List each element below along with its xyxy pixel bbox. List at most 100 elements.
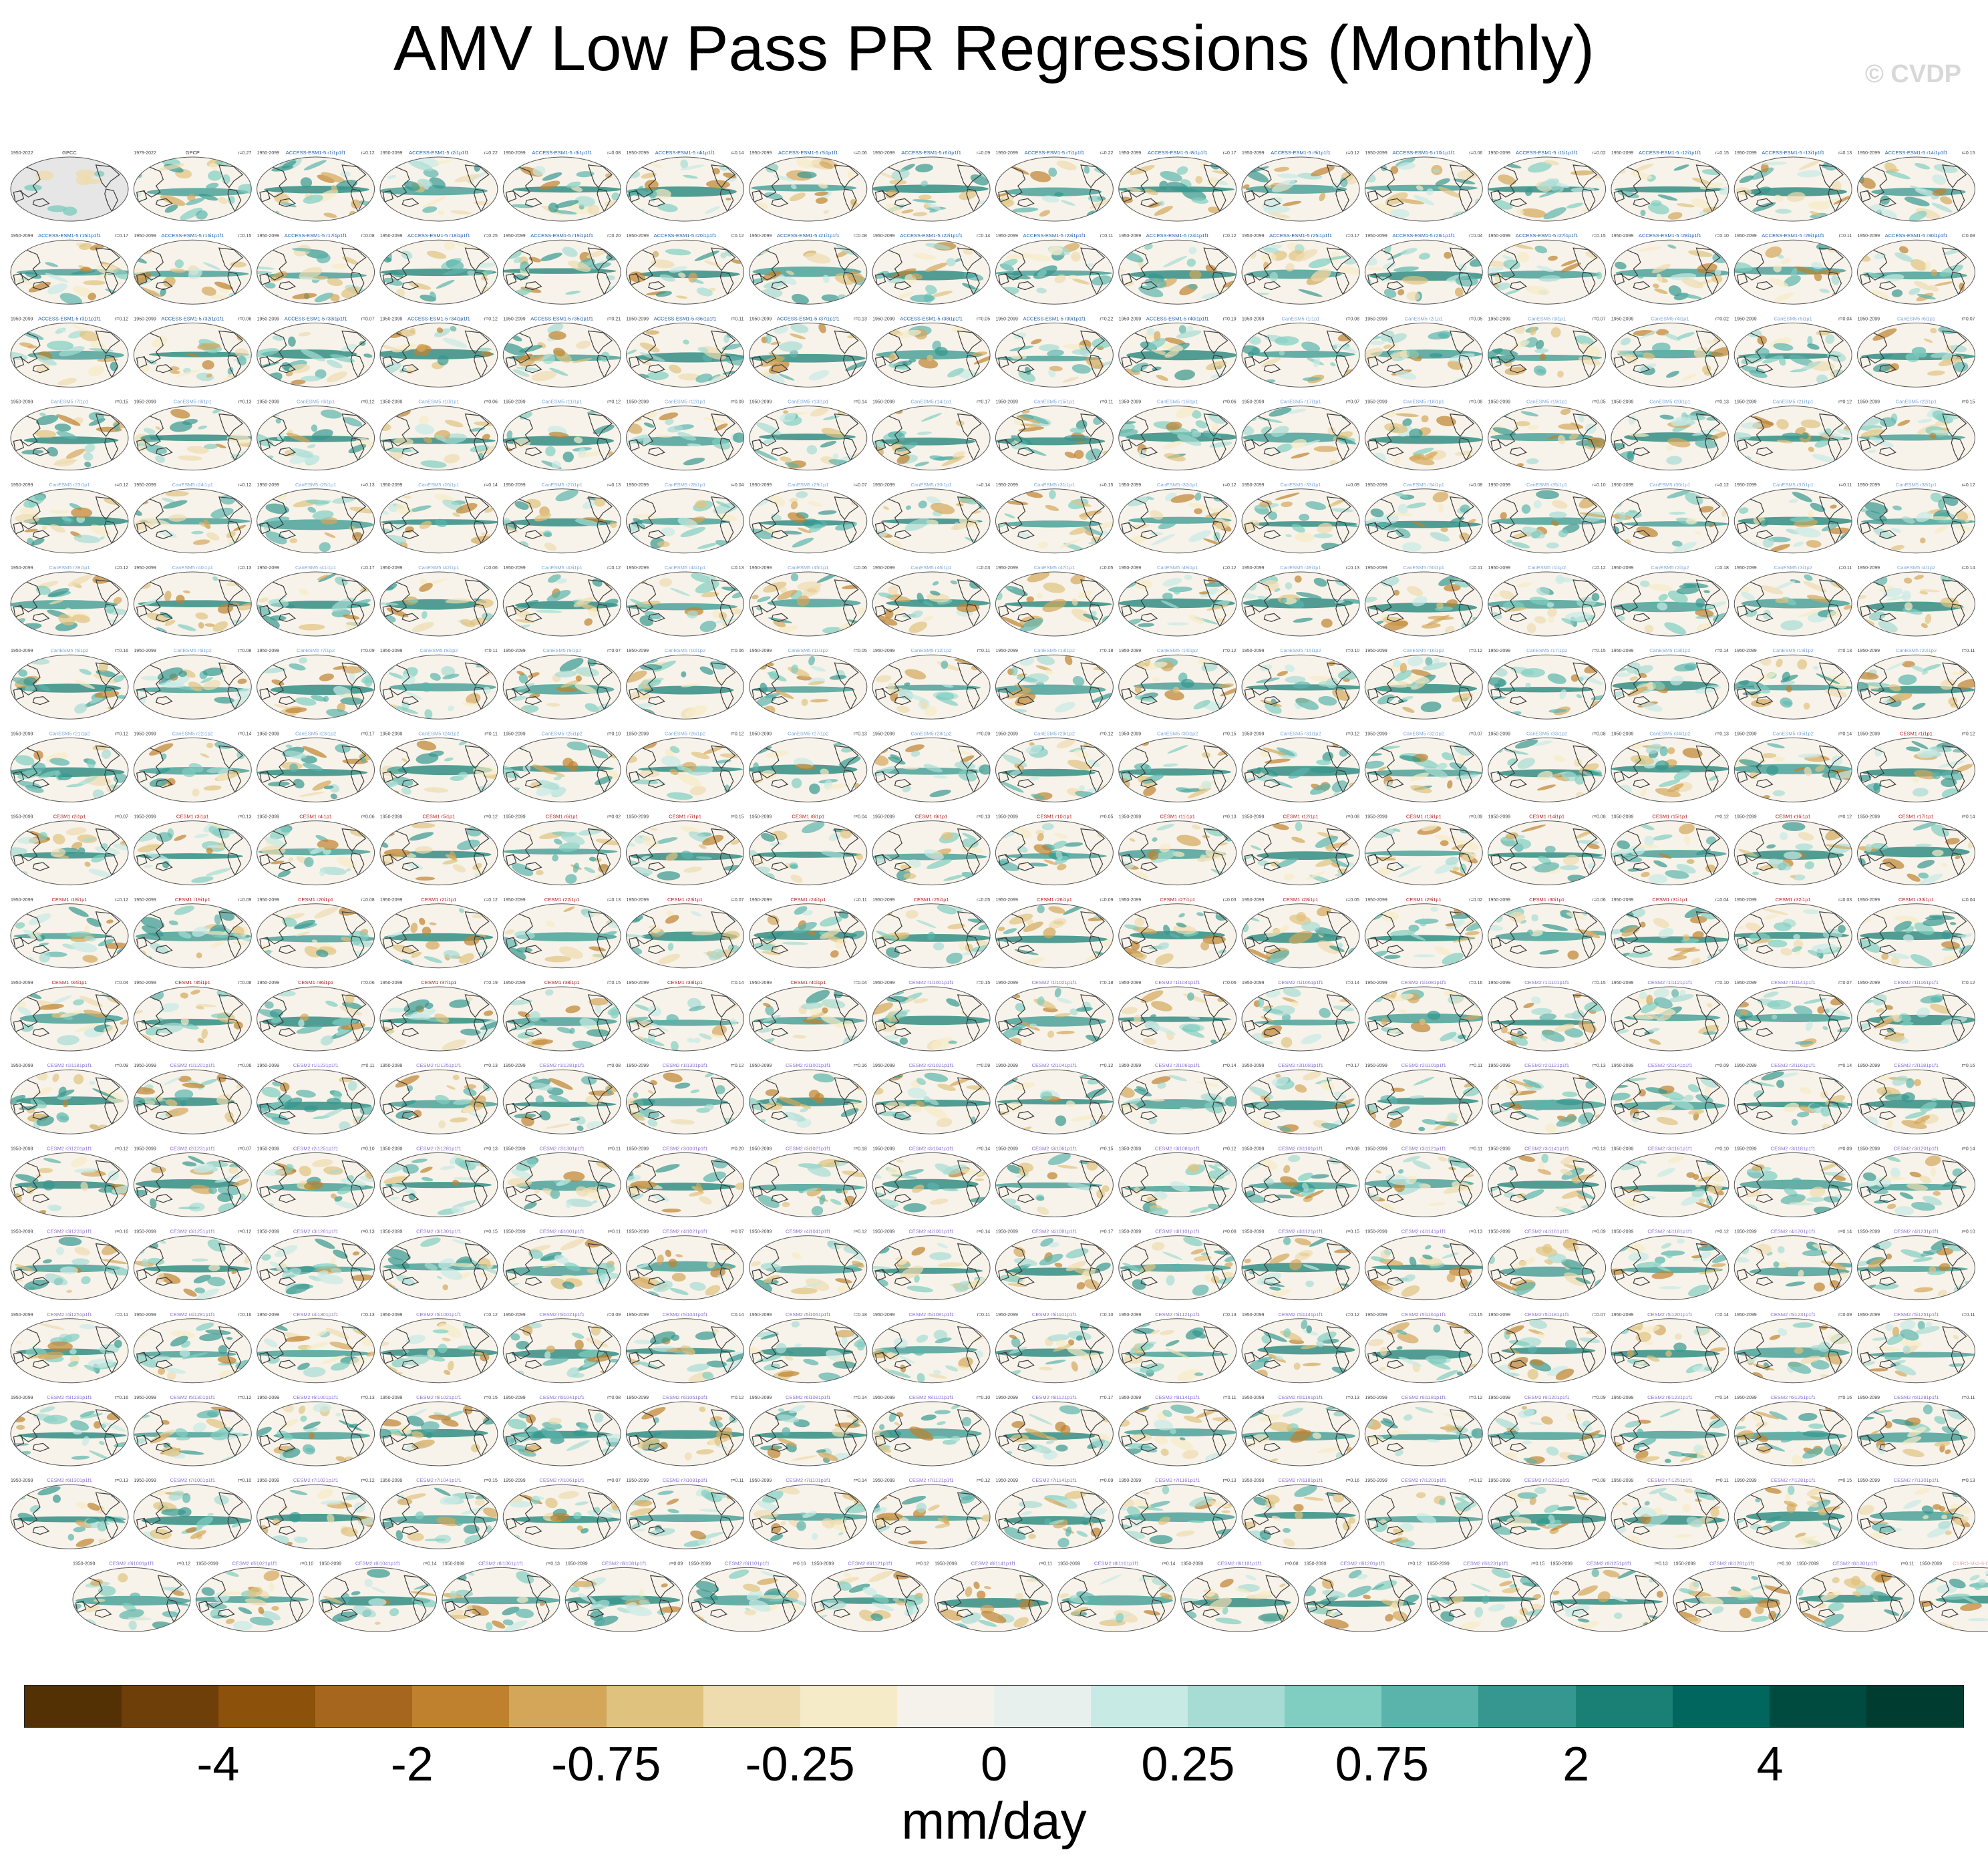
map-panel: 1950-2099 CanESM5 r16i1p1 r=0.06 [1118,399,1237,471]
anomaly-blob [1242,184,1250,189]
panel-years: 1950-2099 [1488,400,1511,405]
panel-pattern-correlation: r=0.06 [854,151,867,156]
panel-years: 1950-2099 [1119,566,1142,571]
anomaly-blob [921,180,928,187]
map-panel: 1950-2099 CanESM5 r12i1p1 r=0.09 [626,399,744,471]
panel-pattern-correlation: r=0.04 [1838,317,1852,321]
panel-years: 1950-2099 [257,483,280,488]
anomaly-blob [638,186,644,190]
anomaly-blob [856,794,866,798]
panel-years: 1950-2099 [872,317,895,321]
map-panel: 1950-2099 CanESM5 r50i1p1 r=0.11 [1364,565,1483,637]
panel-title: ACCESS-ESM1-5 r16i1p1f1 [161,232,224,239]
anomaly-blob [1264,184,1272,188]
coastline [95,164,120,188]
panel-years: 1950-2099 [1365,151,1387,156]
panel-pattern-correlation: r=0.18 [1715,566,1729,571]
anomaly-blob [848,826,867,830]
panel-title: CanESM5 r11i1p2 [788,647,828,653]
panel-title: CanESM5 r24i1p1 [172,482,213,488]
map-panel: 1950-2099 ACCESS-ESM1-5 r12i1p1f1 r=0.15 [1611,150,1729,222]
panel-years: 1950-2099 [1242,151,1265,156]
map-panel: 1950-2099 ACCESS-ESM1-5 r4i1p1f1 r=0.14 [626,150,744,222]
anomaly-blob [1313,446,1338,452]
anomaly-blob [901,209,914,214]
anomaly-blob [657,203,678,212]
coastline [998,190,1009,203]
panel-pattern-correlation: r=0.11 [1839,483,1852,488]
panel-title: CanESM5 r3i1p2 [1774,565,1812,571]
map-panel: 1950-2099 CanESM5 r44i1p1 r=0.13 [626,565,744,637]
anomaly-blob [208,170,222,181]
anomaly-blob [1012,207,1039,213]
panel-title: ACCESS-ESM1-5 r30i1p1f1 [1885,232,1948,239]
anomaly-blob [196,210,208,220]
anomaly-blob [735,539,741,544]
panel-title: CESM1 r10i1p1 [1037,814,1072,820]
panel-years: 1950-2099 [1734,151,1757,156]
anomaly-blob [683,174,698,179]
anomaly-blob [24,184,42,191]
anomaly-blob [555,200,579,208]
itcz-band [1005,187,1102,196]
panel-title: ACCESS-ESM1-5 r39i1p1f1 [1023,315,1086,321]
panel-pattern-correlation: r=0.13 [730,566,743,571]
panel-pattern-correlation: r=0.15 [238,234,251,239]
map-panel: 1950-2099 CanESM5 r14i1p1 r=0.17 [872,399,991,471]
panel-pattern-correlation: r=0.15 [1593,649,1606,653]
anomaly-blob [548,202,559,213]
anomaly-blob [588,204,600,216]
panel-years: 1950-2099 [995,649,1018,653]
anomaly-blob [164,204,178,213]
itcz-band [751,184,857,192]
panel-pattern-correlation: r=0.12 [361,400,375,405]
panel-years: 1950-2099 [872,151,895,156]
anomaly-blob [1432,168,1440,173]
panel-years: 1950-2099 [1734,566,1757,571]
anomaly-blob [1271,180,1296,192]
panel-title: CanESM5 r24i1p2 [418,730,459,736]
panel-pattern-correlation: r=0.16 [115,649,128,653]
panel-pattern-correlation: r=0.11 [484,649,498,653]
panel-title: CanESM5 r7i1p2 [297,647,335,653]
anomaly-blob [1612,786,1619,797]
panel-years: 1950-2099 [1119,234,1142,239]
panel-years: 1950-2099 [134,649,156,653]
panel-pattern-correlation: r=0.11 [1100,400,1114,405]
anomaly-blob [995,323,1011,334]
panel-pattern-correlation: r=0.06 [484,400,498,405]
panel-pattern-correlation: r=0.13 [1838,151,1852,156]
panel-pattern-correlation: r=0.13 [361,483,375,488]
panel-years: 1950-2099 [995,234,1018,239]
anomaly-blob [1191,197,1209,204]
anomaly-blob [725,197,731,200]
panel-pattern-correlation: r=0.06 [730,649,743,653]
panel-title: CanESM5 r46i1p1 [910,565,951,571]
panel-pattern-correlation: r=0.07 [115,815,128,820]
anomaly-blob [160,194,186,206]
anomaly-blob [379,704,387,710]
anomaly-blob [1460,863,1467,874]
panel-pattern-correlation: r=0.22 [1100,151,1113,156]
panel-title: CanESM5 r8i1p1 [174,399,212,405]
panel-pattern-correlation: r=0.14 [238,732,251,736]
map-panel: 1950-2099 CanESM5 r32i1p1 r=0.12 [1118,482,1237,554]
anomaly-blob [566,181,581,188]
anomaly-blob [1783,851,1802,860]
panel-years: 1950-2099 [1488,151,1511,156]
panel-pattern-correlation: r=0.22 [484,151,498,156]
map-panel: 1950-2099 CanESM5 r29i1p2 r=0.12 [995,730,1114,802]
panel-title: CESM1 r11i1p1 [1160,814,1195,820]
panel-title: CanESM5 r6i1p1 [1897,315,1935,321]
map-panel: 1950-2099 ACCESS-ESM1-5 r7i1p1f1 r=0.22 [995,150,1114,222]
anomaly-blob [241,791,252,802]
itcz-band [1368,435,1483,444]
panel-title: CanESM5 r21i1p1 [1773,399,1814,405]
anomaly-blob [1390,166,1399,174]
panel-pattern-correlation: r=0.05 [854,649,867,653]
panel-title: CanESM5 r28i1p2 [910,730,951,736]
map-panel: 1950-2099 CanESM5 r21i1p1 r=0.12 [1733,399,1852,471]
coastline [1367,190,1379,203]
anomaly-blob [790,184,797,190]
map-panel: 1950-2099 ACCESS-ESM1-5 r26i1p1f1 r=0.04 [1364,232,1483,305]
